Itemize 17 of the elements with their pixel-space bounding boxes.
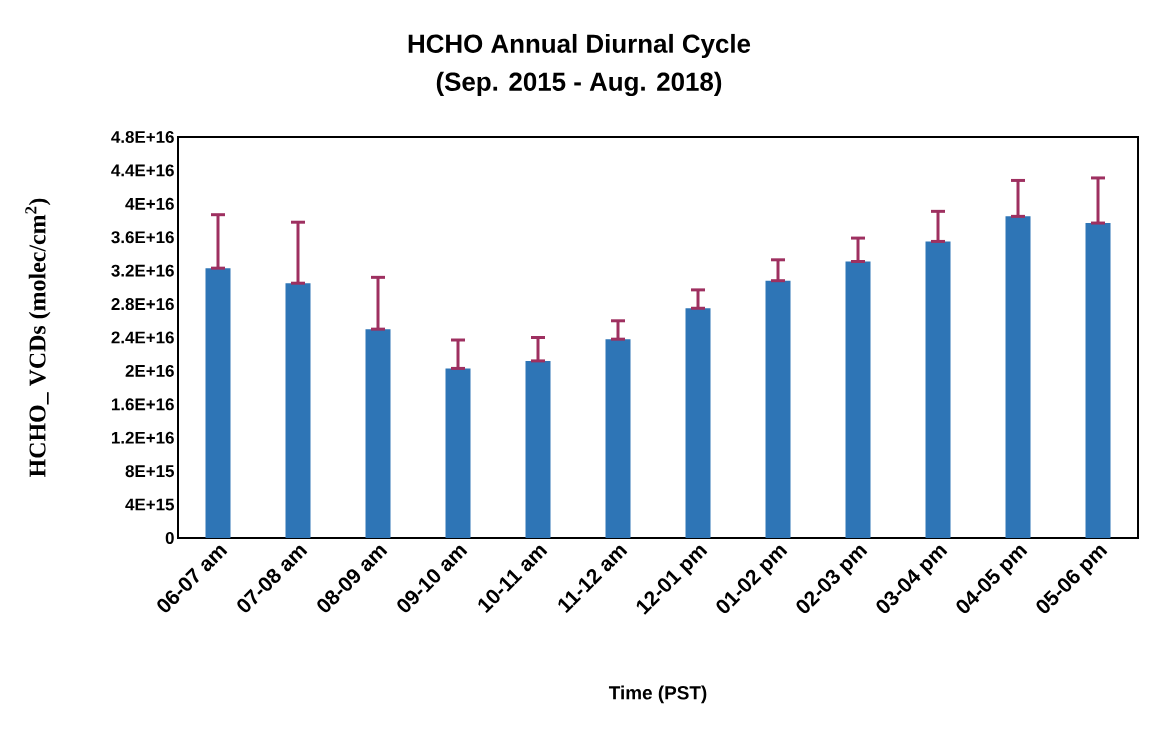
y-tick-label: 2.8E+16 — [111, 298, 174, 311]
y-tick-label: 8E+15 — [125, 465, 175, 478]
y-tick-label: 3.6E+16 — [111, 231, 174, 244]
y-tick-label: 4E+15 — [125, 498, 175, 511]
y-tick-label: 4E+16 — [125, 197, 174, 210]
y-tick-label: 4.8E+16 — [111, 131, 174, 143]
y-tick-label: 4.4E+16 — [111, 164, 174, 177]
y-axis-title: HCHO_ VCDs (molec/cm$^{2}$) — [25, 198, 51, 477]
y-tick-label: 2.4E+16 — [111, 331, 174, 344]
chart-title: HCHO Annual Diurnal Cycle — [408, 33, 751, 59]
y-tick-label: 1.6E+16 — [111, 398, 174, 411]
y-tick-label: 1.2E+16 — [111, 431, 174, 444]
y-tick-label: 0 — [165, 532, 174, 544]
chart-subtitle: (Sep. 2015 - Aug. 2018) — [436, 71, 722, 97]
y-tick-label: 3.2E+16 — [111, 264, 174, 277]
y-tick-label: 2E+16 — [125, 364, 174, 377]
x-axis-title: Time (PST) — [608, 685, 707, 704]
